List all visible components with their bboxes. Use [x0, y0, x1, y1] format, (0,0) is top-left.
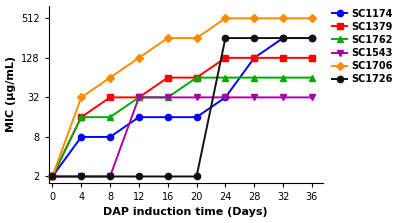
SC1174	[281, 37, 286, 39]
SC1762	[79, 116, 84, 118]
SC1543	[310, 96, 314, 99]
SC1726	[108, 175, 112, 178]
SC1762	[252, 76, 257, 79]
SC1543	[108, 175, 112, 178]
SC1379	[310, 56, 314, 59]
Line: SC1762: SC1762	[49, 74, 315, 180]
SC1543	[223, 96, 228, 99]
SC1543	[252, 96, 257, 99]
SC1762	[310, 76, 314, 79]
SC1762	[50, 175, 55, 178]
SC1762	[108, 116, 112, 118]
Y-axis label: MIC (μg/mL): MIC (μg/mL)	[6, 56, 16, 132]
SC1543	[281, 96, 286, 99]
SC1174	[194, 116, 199, 118]
SC1762	[194, 76, 199, 79]
SC1726	[310, 37, 314, 39]
SC1706	[50, 175, 55, 178]
SC1379	[252, 56, 257, 59]
SC1174	[136, 116, 141, 118]
SC1543	[136, 96, 141, 99]
SC1174	[108, 136, 112, 138]
Legend: SC1174, SC1379, SC1762, SC1543, SC1706, SC1726: SC1174, SC1379, SC1762, SC1543, SC1706, …	[330, 7, 394, 86]
SC1762	[136, 96, 141, 99]
Line: SC1174: SC1174	[49, 35, 315, 180]
SC1543	[194, 96, 199, 99]
SC1706	[165, 37, 170, 39]
Line: SC1379: SC1379	[49, 55, 315, 180]
SC1726	[79, 175, 84, 178]
SC1706	[310, 17, 314, 20]
SC1379	[194, 76, 199, 79]
SC1726	[165, 175, 170, 178]
SC1379	[79, 116, 84, 118]
SC1762	[223, 76, 228, 79]
SC1706	[223, 17, 228, 20]
SC1726	[136, 175, 141, 178]
SC1726	[252, 37, 257, 39]
SC1174	[252, 56, 257, 59]
SC1174	[223, 96, 228, 99]
SC1543	[79, 175, 84, 178]
SC1706	[194, 37, 199, 39]
SC1762	[281, 76, 286, 79]
SC1379	[50, 175, 55, 178]
Line: SC1706: SC1706	[49, 15, 315, 180]
SC1706	[79, 96, 84, 99]
SC1174	[50, 175, 55, 178]
Line: SC1543: SC1543	[49, 94, 315, 180]
SC1706	[281, 17, 286, 20]
SC1543	[50, 175, 55, 178]
SC1174	[310, 37, 314, 39]
SC1726	[194, 175, 199, 178]
SC1379	[223, 56, 228, 59]
X-axis label: DAP induction time (Days): DAP induction time (Days)	[104, 207, 268, 217]
SC1379	[165, 76, 170, 79]
SC1706	[252, 17, 257, 20]
SC1543	[165, 96, 170, 99]
SC1174	[79, 136, 84, 138]
SC1726	[223, 37, 228, 39]
SC1379	[281, 56, 286, 59]
SC1726	[281, 37, 286, 39]
SC1706	[136, 56, 141, 59]
Line: SC1726: SC1726	[49, 35, 315, 180]
SC1379	[136, 96, 141, 99]
SC1762	[165, 96, 170, 99]
SC1379	[108, 96, 112, 99]
SC1726	[50, 175, 55, 178]
SC1706	[108, 76, 112, 79]
SC1174	[165, 116, 170, 118]
